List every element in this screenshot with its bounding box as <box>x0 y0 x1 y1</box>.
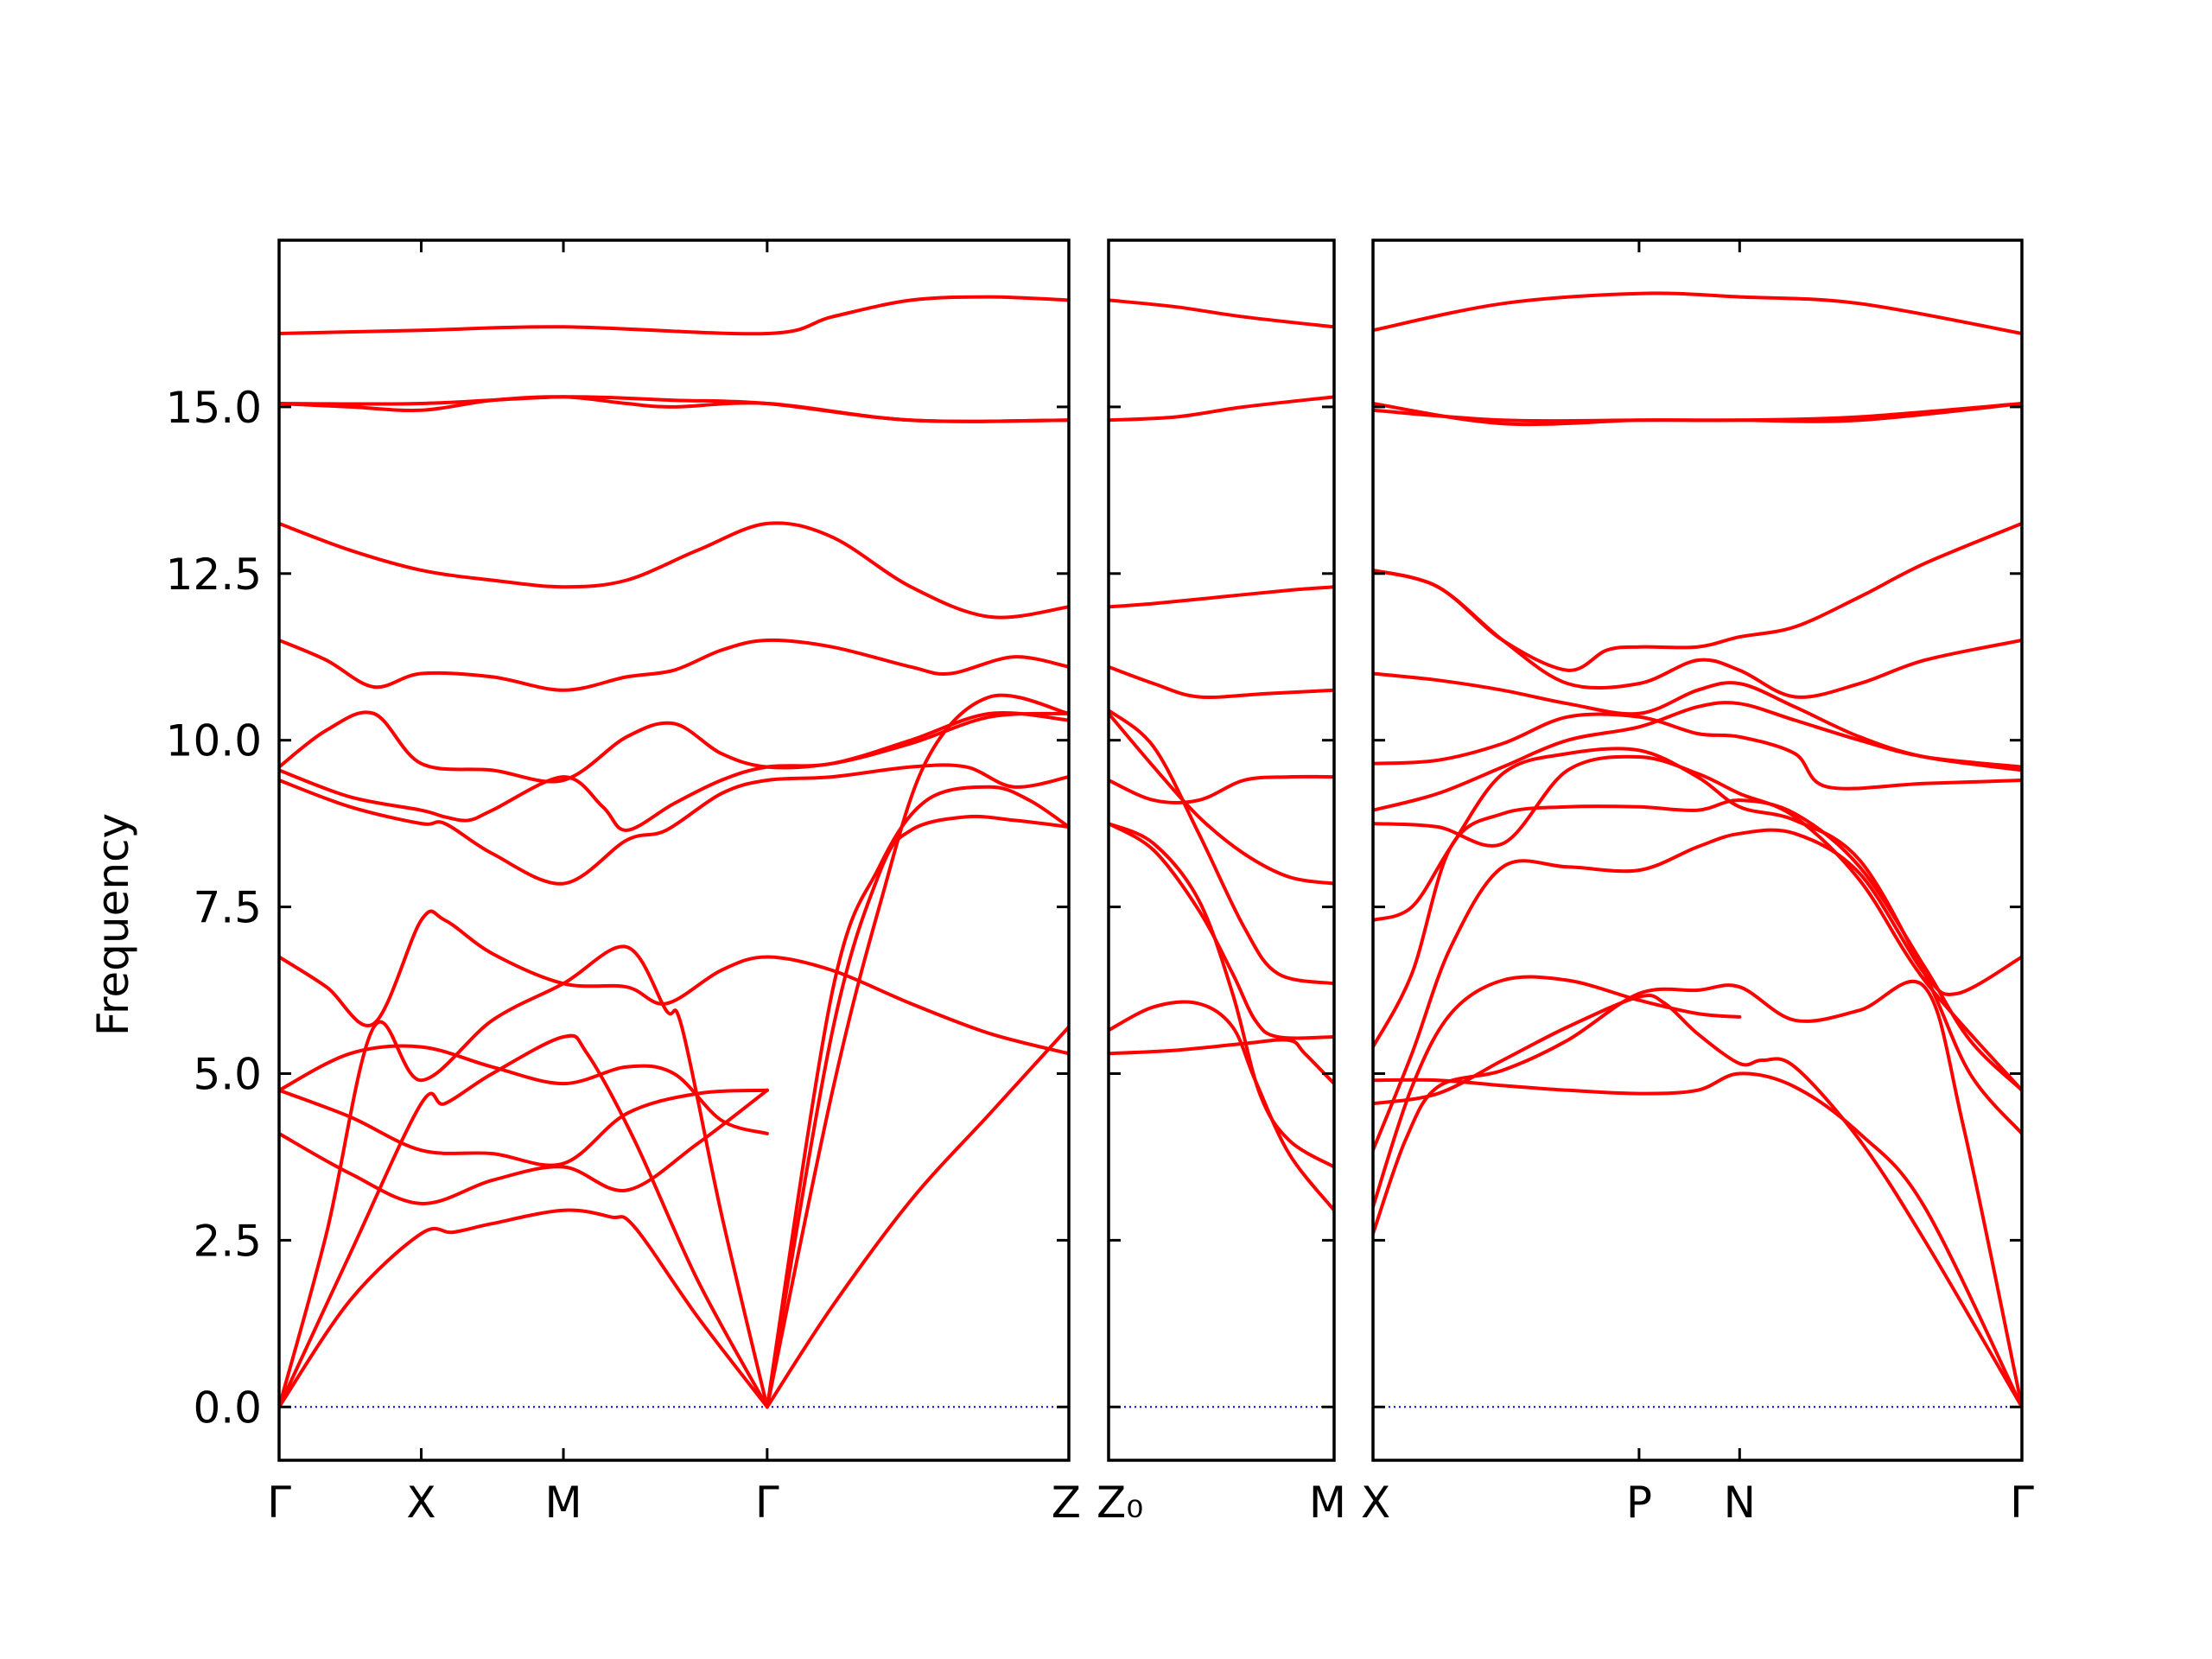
x-tick-label: M <box>1309 1478 1346 1528</box>
band-line <box>279 711 1069 832</box>
band-line <box>1373 712 2022 791</box>
band-line <box>1373 568 2022 699</box>
band-line <box>765 814 1069 1409</box>
panel-frame <box>1371 238 2024 1462</box>
band-line <box>1109 822 1334 1169</box>
x-tick-label: Γ <box>2010 1478 2034 1528</box>
band-line <box>1373 994 2022 1409</box>
band-line <box>279 1088 769 1167</box>
band-line <box>279 710 1069 784</box>
x-tick-label: Γ <box>267 1478 291 1528</box>
y-tick-label: 5.0 <box>193 1049 262 1099</box>
band-line <box>1109 1038 1334 1086</box>
panel-frame <box>277 238 1071 1462</box>
band-line <box>1109 822 1334 1040</box>
band-line <box>1373 747 2022 1135</box>
x-tick-label: Γ <box>755 1478 779 1528</box>
band-line <box>279 1033 769 1409</box>
band-line <box>765 1025 1069 1409</box>
band-line <box>1373 291 2022 335</box>
band-line <box>765 785 1069 1409</box>
y-tick-label: 7.5 <box>193 883 262 933</box>
x-tick-label: X <box>406 1478 435 1528</box>
band-line <box>279 944 769 1409</box>
band-line <box>279 1044 769 1135</box>
band-line <box>1373 798 2022 1092</box>
y-tick-label: 15.0 <box>166 383 262 433</box>
band-line <box>1109 298 1334 329</box>
band-line <box>279 521 1069 620</box>
y-tick-label: 12.5 <box>166 550 262 600</box>
band-line <box>1373 979 2022 1409</box>
panel-frame <box>1107 238 1336 1462</box>
band-line <box>1109 1000 1334 1212</box>
band-line <box>765 693 1069 1409</box>
band-line <box>1373 402 2022 423</box>
x-tick-label: X <box>1361 1478 1390 1528</box>
x-tick-label: Z₀ <box>1096 1478 1143 1528</box>
band-line <box>1373 521 2022 672</box>
y-tick-label: 2.5 <box>193 1216 262 1266</box>
band-line <box>279 1208 769 1409</box>
band-line <box>1109 774 1334 805</box>
band-line <box>1373 975 1742 1209</box>
band-line <box>279 395 1069 423</box>
band-line <box>279 638 1069 692</box>
x-tick-label: M <box>544 1478 582 1528</box>
band-line <box>279 909 1069 1056</box>
band-line <box>279 1088 769 1205</box>
band-line <box>1373 754 2022 1092</box>
x-tick-label: P <box>1626 1478 1652 1528</box>
band-line <box>1109 709 1334 986</box>
y-axis-label: Frequency <box>88 813 138 1036</box>
band-line <box>1109 711 1334 886</box>
band-line <box>1109 585 1334 609</box>
x-tick-label: Z <box>1052 1478 1081 1528</box>
panel-middle: Z₀ M <box>1096 238 1346 1528</box>
band-line <box>279 763 1069 886</box>
y-tick-label: 10.0 <box>166 716 262 766</box>
band-line <box>279 295 1069 336</box>
band-line <box>1109 395 1334 423</box>
band-line <box>1109 664 1334 699</box>
y-tick-labels: 0.0 2.5 5.0 7.5 10.0 12.5 15.0 <box>166 383 262 1433</box>
band-line <box>1373 1071 2022 1409</box>
x-tick-label: N <box>1724 1478 1756 1528</box>
y-tick-label: 0.0 <box>193 1382 262 1433</box>
band-line <box>1373 671 2022 772</box>
